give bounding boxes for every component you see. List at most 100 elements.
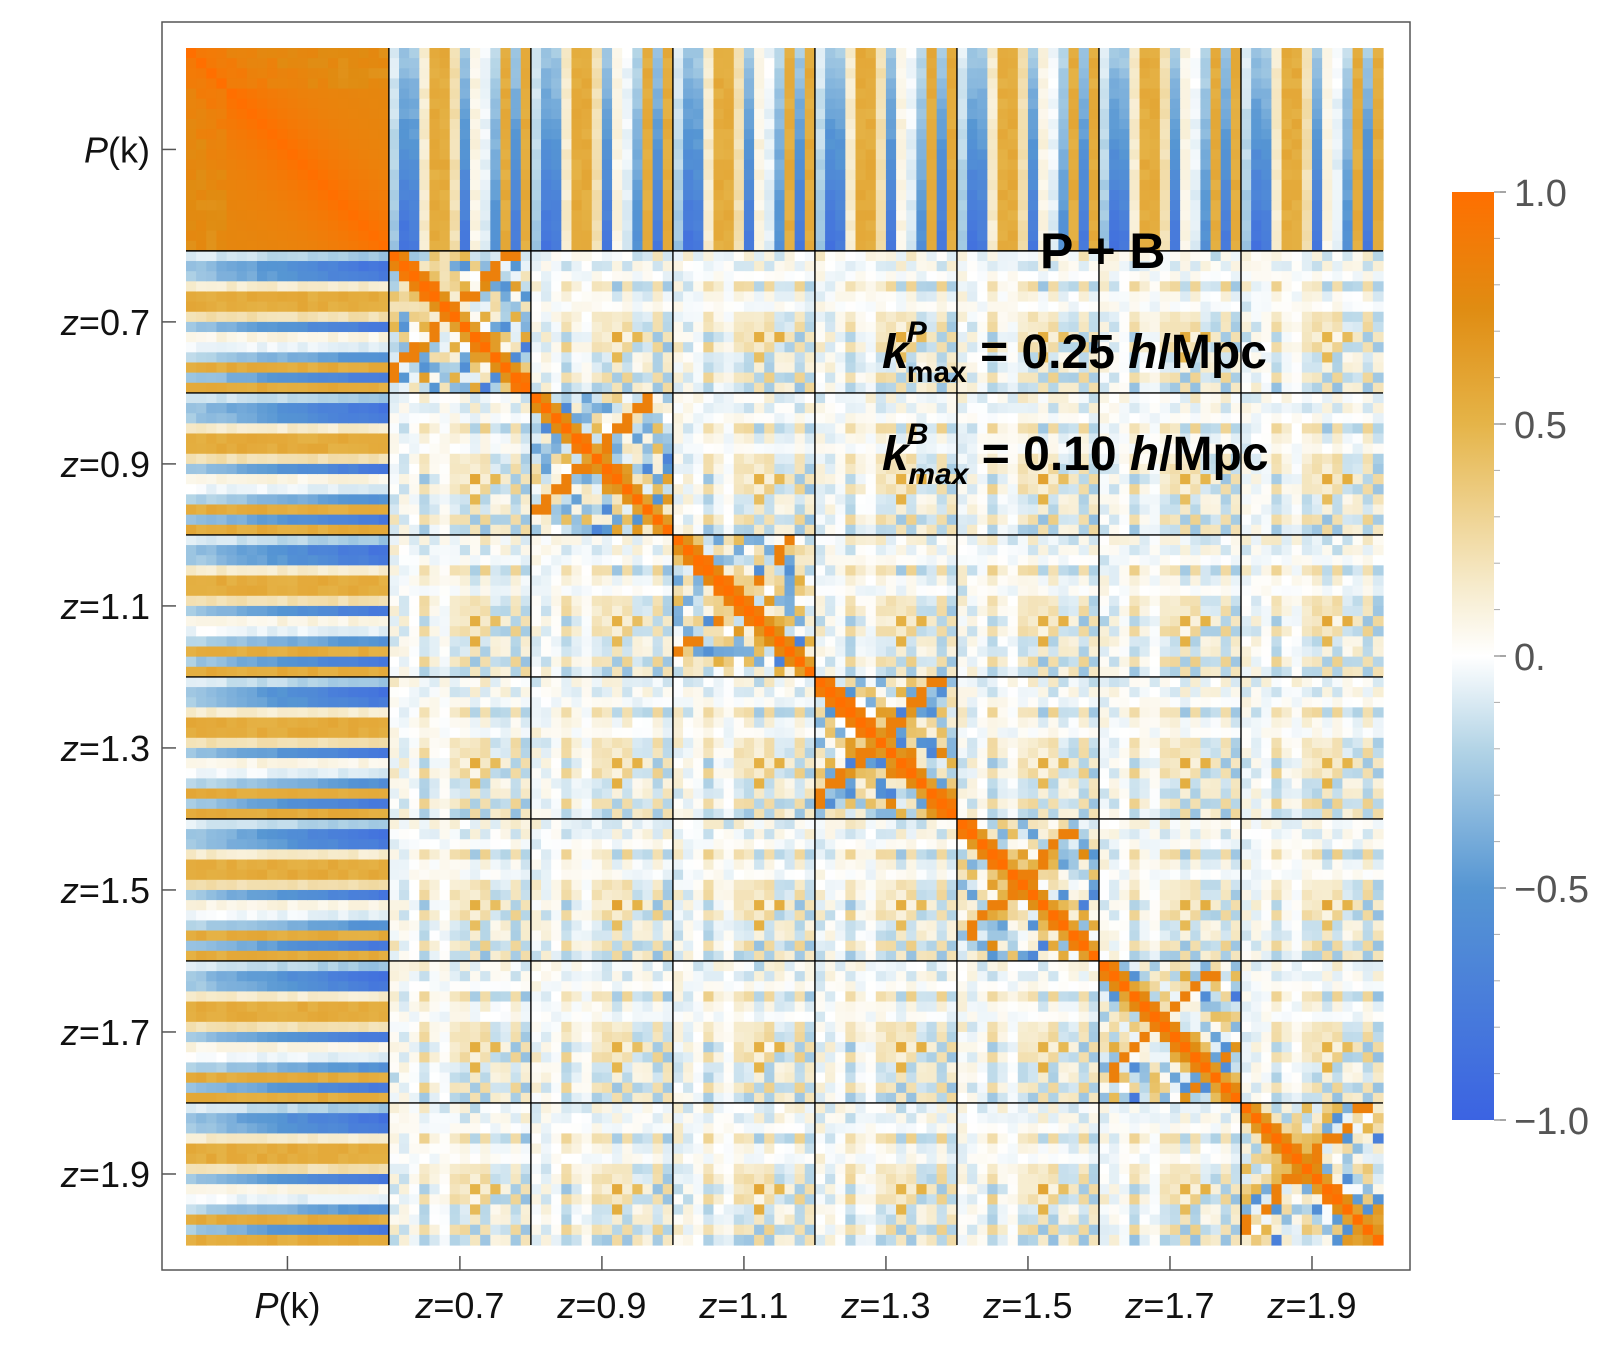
heatmap-cell [328, 1052, 339, 1063]
heatmap-cell [287, 78, 299, 90]
heatmap-cell [449, 149, 461, 161]
heatmap-cell [1251, 108, 1262, 120]
heatmap-cell [1210, 149, 1222, 161]
heatmap-cell [297, 869, 309, 881]
heatmap-cell [855, 271, 867, 282]
heatmap-cell [419, 565, 431, 577]
heatmap-cell [287, 514, 299, 526]
heatmap-cell [419, 687, 431, 698]
heatmap-cell [1129, 78, 1141, 90]
heatmap-cell [520, 281, 532, 293]
heatmap-cell [257, 301, 268, 313]
heatmap-cell [754, 240, 765, 252]
heatmap-cell [490, 78, 502, 90]
heatmap-cell [591, 149, 603, 161]
heatmap-cell [287, 849, 299, 861]
heatmap-cell [409, 1153, 420, 1165]
heatmap-cell [388, 332, 400, 343]
heatmap-cell [358, 1184, 370, 1195]
heatmap-cell [196, 129, 207, 140]
heatmap-cell [206, 210, 218, 222]
heatmap-cell [622, 68, 633, 80]
heatmap-cell [1271, 261, 1283, 272]
heatmap-cell [277, 626, 289, 637]
heatmap-cell [784, 78, 796, 90]
heatmap-cell [368, 301, 380, 313]
heatmap-cell [541, 230, 552, 242]
heatmap-cell [439, 139, 451, 151]
heatmap-cell [855, 250, 867, 262]
heatmap-cell [1200, 250, 1212, 262]
heatmap-cell [885, 58, 897, 69]
heatmap-cell [561, 108, 573, 120]
heatmap-cell [520, 139, 532, 151]
heatmap-cell [317, 1031, 329, 1043]
heatmap-cell [551, 68, 562, 80]
heatmap-cell [186, 524, 197, 536]
heatmap-cell [216, 808, 228, 820]
heatmap-cell [338, 818, 349, 830]
heatmap-cell [632, 139, 644, 151]
heatmap-cell [196, 423, 207, 435]
heatmap-cell [287, 1031, 299, 1043]
heatmap-cell [1078, 149, 1090, 161]
heatmap-cell [490, 119, 502, 130]
heatmap-cell [1098, 48, 1110, 59]
heatmap-cell [1332, 169, 1344, 181]
heatmap-cell [1362, 58, 1374, 69]
heatmap-cell [307, 311, 319, 323]
heatmap-cell [977, 58, 988, 69]
heatmap-cell [835, 190, 846, 201]
heatmap-cell [297, 514, 309, 526]
heatmap-cell [622, 108, 633, 120]
heatmap-cell [368, 849, 380, 861]
heatmap-cell [287, 98, 299, 110]
heatmap-cell [1048, 48, 1059, 59]
heatmap-cell [591, 281, 603, 293]
heatmap-cell [368, 879, 380, 891]
heatmap-cell [835, 58, 846, 69]
heatmap-cell [1159, 108, 1171, 120]
heatmap-cell [916, 220, 928, 232]
heatmap-cell [368, 413, 380, 424]
heatmap-cell [642, 108, 654, 120]
heatmap-cell [794, 98, 806, 110]
heatmap-cell [236, 129, 248, 140]
heatmap-cell [510, 210, 522, 222]
heatmap-cell [399, 900, 410, 911]
heatmap-cell [246, 981, 258, 992]
heatmap-cell [1007, 230, 1019, 242]
heatmap-cell [257, 758, 268, 769]
heatmap-cell [916, 139, 928, 151]
heatmap-cell [601, 190, 613, 201]
heatmap-cell [784, 230, 796, 242]
heatmap-cell [368, 311, 380, 323]
heatmap-cell [246, 1011, 258, 1023]
heatmap-cell [317, 423, 329, 435]
heatmap-cell [368, 545, 380, 556]
heatmap-cell [287, 372, 299, 384]
heatmap-cell [409, 169, 420, 181]
heatmap-cell [257, 940, 268, 952]
heatmap-cell [1098, 129, 1110, 140]
heatmap-cell [226, 849, 238, 861]
heatmap-cell [267, 697, 278, 708]
heatmap-cell [328, 1021, 339, 1033]
heatmap-cell [662, 48, 674, 59]
heatmap-cell [388, 808, 400, 820]
heatmap-cell [409, 1021, 420, 1033]
heatmap-cell [338, 1234, 349, 1246]
heatmap-cell [287, 737, 299, 749]
heatmap-cell [277, 240, 289, 252]
heatmap-cell [186, 798, 197, 810]
heatmap-cell [388, 372, 400, 384]
heatmap-cell [1220, 271, 1232, 282]
heatmap-cell [378, 129, 390, 140]
heatmap-cell [409, 392, 420, 404]
heatmap-cell [1159, 210, 1171, 222]
heatmap-cell [419, 139, 431, 151]
heatmap-cell [348, 1224, 360, 1236]
heatmap-cell [1251, 250, 1262, 262]
heatmap-cell [328, 1092, 339, 1104]
heatmap-cell [358, 443, 370, 455]
